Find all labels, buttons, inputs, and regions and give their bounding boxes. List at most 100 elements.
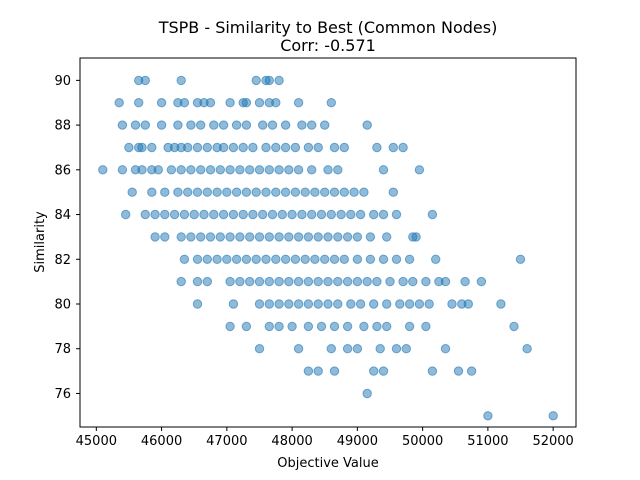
scatter-point <box>476 276 487 287</box>
scatter-point <box>349 187 359 197</box>
scatter-point <box>147 142 157 153</box>
scatter-point <box>307 165 317 175</box>
scatter-point <box>235 165 245 175</box>
scatter-point <box>147 187 157 197</box>
scatter-point <box>238 209 248 220</box>
scatter-point <box>352 232 363 242</box>
scatter-point <box>264 299 274 309</box>
y-axis: 76 78 80 82 84 86 88 90 <box>54 74 80 402</box>
scatter-point <box>388 187 398 197</box>
scatter-point <box>173 187 183 197</box>
scatter-point <box>228 299 239 309</box>
scatter-point <box>401 344 411 354</box>
x-tick-label: 48000 <box>271 434 312 449</box>
scatter-point <box>225 321 235 332</box>
scatter-point <box>254 344 265 354</box>
y-tick-label: 84 <box>54 208 71 223</box>
scatter-point <box>271 142 281 153</box>
scatter-point <box>329 142 340 153</box>
scatter-point <box>496 299 506 309</box>
scatter-point <box>355 299 366 309</box>
scatter-point <box>329 366 340 376</box>
scatter-point <box>284 232 294 242</box>
scatter-point <box>274 232 284 242</box>
scatter-point <box>248 142 258 153</box>
scatter-point <box>179 254 190 264</box>
y-tick-label: 82 <box>54 253 71 268</box>
scatter-point <box>290 187 301 197</box>
scatter-point <box>362 276 372 287</box>
scatter-point <box>186 120 196 130</box>
scatter-point <box>261 254 271 264</box>
scatter-point <box>274 276 284 287</box>
scatter-point <box>382 321 392 332</box>
scatter-point <box>264 321 274 332</box>
scatter-point <box>284 276 294 287</box>
scatter-point <box>463 299 473 309</box>
scatter-point <box>192 142 203 153</box>
scatter-point <box>372 276 382 287</box>
scatter-point <box>186 232 196 242</box>
y-tick-label: 80 <box>54 298 71 313</box>
scatter-point <box>176 232 186 242</box>
x-tick-label: 46000 <box>141 434 182 449</box>
scatter-point <box>160 209 170 220</box>
scatter-point <box>391 344 402 354</box>
scatter-point <box>453 366 464 376</box>
scatter-point <box>160 187 170 197</box>
scatter-point <box>124 142 134 153</box>
scatter-point <box>137 165 147 175</box>
scatter-point <box>297 120 307 130</box>
y-tick-label: 78 <box>54 342 71 357</box>
scatter-point <box>320 187 330 197</box>
scatter-point <box>228 142 239 153</box>
scatter-point <box>365 254 376 264</box>
scatter-point <box>212 187 222 197</box>
scatter-point <box>421 321 431 332</box>
scatter-point <box>189 209 199 220</box>
scatter-point <box>323 165 333 175</box>
scatter-point <box>411 232 421 242</box>
scatter-point <box>310 254 320 264</box>
scatter-point <box>414 165 425 175</box>
scatter-point <box>264 75 274 86</box>
scatter-point <box>326 98 336 108</box>
scatter-point <box>365 232 376 242</box>
scatter-point <box>183 142 193 153</box>
scatter-point <box>222 254 232 264</box>
scatter-point <box>466 366 477 376</box>
scatter-point <box>362 120 372 130</box>
scatter-point <box>342 276 353 287</box>
scatter-point <box>166 165 177 175</box>
scatter-point <box>424 299 434 309</box>
scatter-point <box>218 120 229 130</box>
scatter-point <box>251 254 261 264</box>
scatter-point <box>251 75 261 86</box>
scatter-point <box>293 232 304 242</box>
scatter-point <box>359 321 369 332</box>
scatter-point <box>284 165 294 175</box>
scatter-point <box>398 276 408 287</box>
x-tick-label: 49000 <box>337 434 378 449</box>
scatter-point <box>369 366 379 376</box>
scatter-point <box>310 187 320 197</box>
scatter-point <box>303 232 314 242</box>
scatter-point <box>228 209 239 220</box>
scatter-point <box>339 142 349 153</box>
scatter-point <box>186 165 196 175</box>
scatter-point <box>293 165 304 175</box>
scatter-point <box>388 142 398 153</box>
scatter-point <box>548 411 558 421</box>
scatter-point <box>238 142 248 153</box>
scatter-point <box>241 321 252 332</box>
scatter-point <box>362 388 372 399</box>
scatter-point <box>245 232 255 242</box>
scatter-point <box>179 209 190 220</box>
scatter-point <box>248 209 258 220</box>
scatter-point <box>202 142 213 153</box>
scatter-point <box>156 120 167 130</box>
scatter-point <box>245 165 255 175</box>
scatter-point <box>329 321 340 332</box>
scatter-point <box>326 209 336 220</box>
scatter-point <box>297 209 307 220</box>
